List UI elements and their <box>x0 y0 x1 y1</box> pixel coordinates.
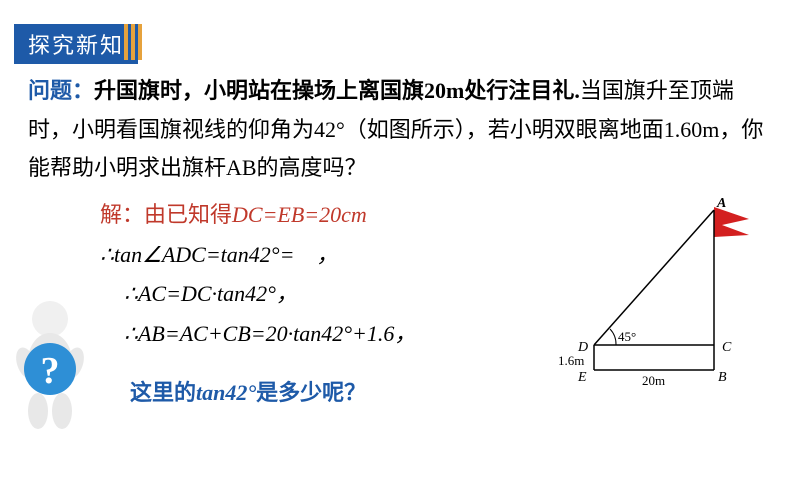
geometry-diagram: A C D E B 45° 1.6m 20m <box>554 195 764 395</box>
problem-part1: 升国旗时，小明站在操场上离国旗20m处行注目礼. <box>94 78 580 103</box>
problem-statement: 问题：升国旗时，小明站在操场上离国旗20m处行注目礼.当国旗升至顶端时，小明看国… <box>28 72 768 188</box>
base-label: 20m <box>642 373 665 388</box>
label-A: A <box>716 196 726 211</box>
follow-up-question: 这里的tan42°是多少呢？ <box>130 375 366 407</box>
label-B: B <box>718 370 727 385</box>
section-badge: 探究新知 <box>14 24 138 64</box>
solution-line2: ∴tan∠ADC=tan42°= ， <box>100 235 416 275</box>
solution-line1: 解：由已知得DC=EB=20cm <box>100 195 416 235</box>
solution-line3: ∴AC=DC·tan42°， <box>100 274 416 314</box>
mascot-figure: ? <box>0 291 110 431</box>
flag-icon <box>714 207 749 237</box>
angle-label: 45° <box>618 329 636 344</box>
header-decoration <box>124 24 142 60</box>
label-C: C <box>722 340 732 355</box>
mascot-head <box>32 301 68 337</box>
problem-label: 问题： <box>28 78 94 103</box>
solution-line4: ∴AB=AC+CB=20·tan42°+1.6， <box>100 314 416 354</box>
question-mark-icon: ? <box>41 350 60 392</box>
height-label: 1.6m <box>558 353 584 368</box>
solution-block: 解：由已知得DC=EB=20cm ∴tan∠ADC=tan42°= ， ∴AC=… <box>100 195 416 353</box>
label-E: E <box>577 370 587 385</box>
